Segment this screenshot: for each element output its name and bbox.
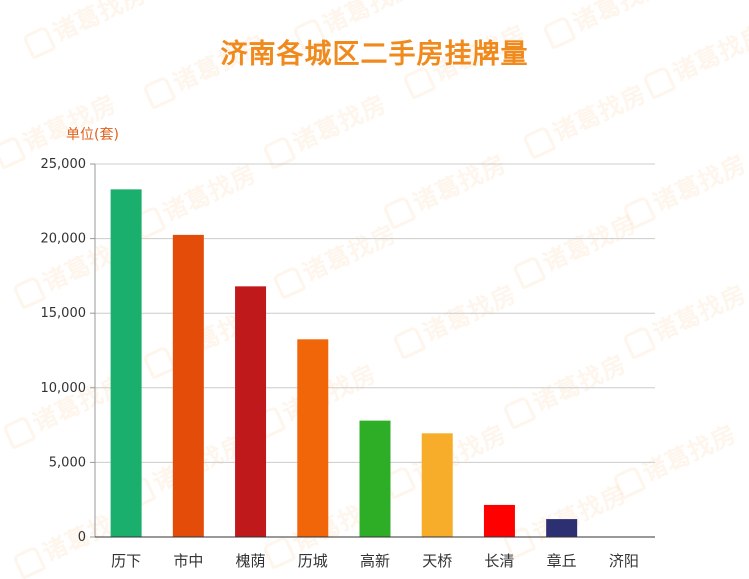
bar-章丘 (546, 519, 578, 537)
bar-天桥 (421, 433, 453, 537)
axes (94, 164, 655, 538)
bar-历下 (110, 189, 142, 537)
bar-槐荫 (235, 286, 267, 537)
y-axis-unit-label: 单位(套) (66, 127, 119, 143)
y-tick-label: 15,000 (41, 306, 87, 321)
x-tick-label: 市中 (173, 552, 203, 570)
x-tick-label: 槐荫 (236, 552, 266, 570)
x-tick-label: 济阳 (609, 552, 639, 570)
x-tick-label: 天桥 (422, 552, 452, 570)
bar-高新 (359, 420, 391, 537)
x-axis-ticks: 历下 市中 槐荫 历城 高新 天桥 长清 章丘 济阳 (111, 552, 639, 570)
x-tick-label: 历城 (298, 552, 328, 570)
x-tick-label: 高新 (360, 552, 390, 570)
bar-历城 (297, 339, 329, 537)
chart-title: 济南各城区二手房挂牌量 (220, 39, 529, 70)
bar-长清 (483, 504, 515, 537)
y-tick-label: 10,000 (41, 381, 87, 396)
x-tick-label: 长清 (484, 552, 514, 570)
y-tick-label: 20,000 (41, 232, 87, 247)
x-tick-label: 历下 (111, 552, 141, 570)
bars (110, 189, 578, 537)
y-tick-label: 5,000 (49, 455, 86, 470)
y-tick-label: 0 (78, 530, 86, 545)
y-tick-label: 25,000 (41, 157, 87, 172)
y-axis-ticks: 0 5,000 10,000 15,000 20,000 25,000 (41, 157, 95, 545)
bar-市中 (172, 234, 204, 537)
x-tick-label: 章丘 (547, 552, 577, 570)
